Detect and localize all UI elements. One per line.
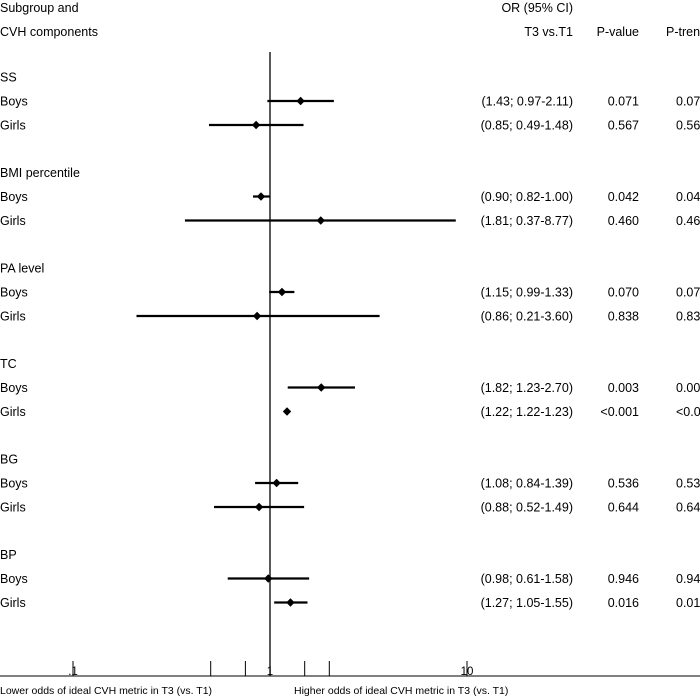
p-value: 0.536: [608, 477, 639, 491]
header-ptrend: P-trend: [666, 25, 700, 39]
x-axis: .1 1 10: [0, 661, 700, 678]
p-value: 0.460: [608, 214, 639, 228]
ci-text: (0.98; 0.61-1.58): [481, 572, 573, 586]
p-value: <0.001: [600, 405, 639, 419]
ci-text: (0.88; 0.52-1.49): [481, 501, 573, 515]
p-value: 0.838: [608, 310, 639, 324]
or-point: [316, 216, 325, 225]
p-value: 0.003: [608, 381, 639, 395]
ci-text: (1.22; 1.22-1.23): [481, 405, 573, 419]
row-label: Girls: [0, 405, 26, 419]
p-trend: 0.01: [676, 596, 700, 610]
p-trend: 0.53: [676, 477, 700, 491]
or-point: [254, 502, 264, 512]
ci-text: (1.81; 0.37-8.77): [481, 214, 573, 228]
or-point: [256, 192, 266, 201]
group-label: TC: [0, 357, 17, 371]
header-pvalue: P-value: [597, 25, 639, 39]
row-label: Girls: [0, 310, 26, 324]
or-point: [286, 598, 295, 607]
group-label: PA level: [0, 262, 44, 276]
ci-text: (1.43; 0.97-2.11): [482, 95, 574, 109]
row-label: Boys: [0, 572, 28, 586]
or-point: [251, 120, 261, 130]
or-point: [282, 407, 292, 416]
p-trend: 0.83: [676, 310, 700, 324]
p-trend: 0.07: [676, 95, 700, 109]
footnote-left: Lower odds of ideal CVH metric in T3 (vs…: [0, 685, 212, 697]
or-point: [317, 383, 326, 392]
or-point: [272, 478, 281, 488]
or-point: [252, 311, 262, 321]
group-label: BG: [0, 453, 18, 467]
row-label: Girls: [0, 119, 26, 133]
p-value: 0.070: [608, 286, 639, 300]
row-label: Boys: [0, 95, 28, 109]
group-label: BP: [0, 548, 17, 562]
group-label: BMI percentile: [0, 166, 80, 180]
x-tick-label: 10: [461, 666, 474, 678]
ci-text: (0.90; 0.82-1.00): [481, 190, 573, 204]
row-label: Boys: [0, 190, 28, 204]
p-trend: 0.46: [676, 214, 700, 228]
p-value: 0.042: [608, 190, 639, 204]
rows-layer: SS Boys (1.43; 0.97-2.11) 0.071 0.07 Girls (0.…: [0, 71, 700, 611]
row-label: Girls: [0, 596, 26, 610]
or-point: [296, 96, 305, 106]
p-value: 0.946: [608, 572, 639, 586]
p-trend: 0.94: [676, 572, 700, 586]
p-value: 0.644: [608, 501, 639, 515]
or-point: [277, 287, 287, 297]
row-label: Boys: [0, 381, 28, 395]
row-label: Boys: [0, 477, 28, 491]
p-trend: 0.00: [676, 381, 700, 395]
header-subgroup-line2: CVH components: [0, 25, 98, 39]
ci-text: (0.86; 0.21-3.60): [481, 310, 573, 324]
footnote-right: Higher odds of ideal CVH metric in T3 (v…: [294, 685, 508, 697]
p-trend: 0.64: [676, 501, 700, 515]
ci-text: (1.15; 0.99-1.33): [481, 286, 573, 300]
p-value: 0.567: [608, 119, 639, 133]
row-label: Girls: [0, 214, 26, 228]
header-or-line2: T3 vs.T1: [524, 25, 573, 39]
p-trend: 0.07: [676, 286, 700, 300]
ci-text: (1.82; 1.23-2.70): [481, 381, 573, 395]
header-subgroup-line1: Subgroup and: [0, 1, 79, 15]
ci-text: (0.85; 0.49-1.48): [481, 119, 573, 133]
ci-text: (1.08; 0.84-1.39): [481, 477, 573, 491]
row-label: Boys: [0, 286, 28, 300]
p-trend: <0.00: [676, 405, 700, 419]
ci-text: (1.27; 1.05-1.55): [481, 596, 573, 610]
p-trend: 0.56: [676, 119, 700, 133]
p-trend: 0.04: [676, 190, 700, 204]
p-value: 0.016: [608, 596, 639, 610]
group-label: SS: [0, 71, 17, 85]
p-value: 0.071: [608, 95, 639, 109]
x-tick-label: 1: [267, 666, 273, 678]
header-or-line1: OR (95% CI): [501, 1, 573, 15]
or-point: [264, 574, 273, 583]
x-tick-label: .1: [68, 666, 78, 678]
row-label: Girls: [0, 501, 26, 515]
